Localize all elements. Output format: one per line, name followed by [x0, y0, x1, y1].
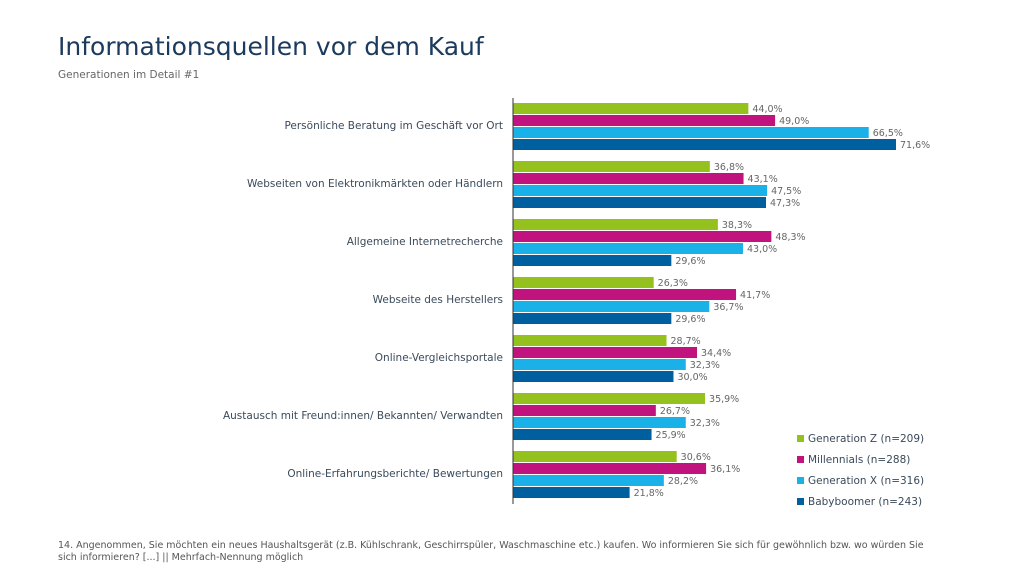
bar [513, 371, 674, 382]
legend-swatch [797, 456, 804, 463]
value-label: 26,3% [658, 278, 688, 289]
value-label: 30,0% [677, 372, 707, 383]
category-label: Austausch mit Freund:innen/ Bekannten/ V… [223, 410, 503, 422]
value-label: 38,3% [722, 220, 752, 231]
legend-label: Generation X (n=316) [808, 475, 924, 487]
value-label: 32,3% [690, 418, 720, 429]
category-label: Persönliche Beratung im Geschäft vor Ort [284, 120, 503, 132]
chart-subtitle: Generationen im Detail #1 [58, 69, 199, 81]
bar [513, 277, 654, 288]
value-label: 66,5% [873, 128, 903, 139]
value-label: 34,4% [701, 348, 731, 359]
bar [513, 335, 667, 346]
bar [513, 451, 677, 462]
bar [513, 475, 664, 486]
value-label: 48,3% [775, 232, 805, 243]
legend-swatch [797, 435, 804, 442]
legend-label: Millennials (n=288) [808, 454, 910, 466]
chart-title: Informationsquellen vor dem Kauf [58, 32, 485, 61]
bar [513, 219, 718, 230]
bar [513, 393, 706, 404]
value-label: 25,9% [656, 430, 686, 441]
value-label: 32,3% [690, 360, 720, 371]
bar [513, 347, 698, 358]
value-label: 47,5% [771, 186, 801, 197]
value-label: 36,1% [710, 464, 740, 475]
bar [513, 289, 737, 300]
value-label: 30,6% [681, 452, 711, 463]
category-label: Online-Vergleichsportale [375, 352, 503, 364]
value-label: 35,9% [709, 394, 739, 405]
value-label: 43,1% [748, 174, 778, 185]
bar [513, 161, 710, 172]
category-label: Online-Erfahrungsberichte/ Bewertungen [287, 468, 503, 480]
bar [513, 173, 744, 184]
legend-label: Generation Z (n=209) [808, 433, 924, 445]
legend-label: Babyboomer (n=243) [808, 496, 922, 508]
bar [513, 359, 686, 370]
bar [513, 417, 686, 428]
bar [513, 231, 772, 242]
value-label: 36,8% [714, 162, 744, 173]
value-label: 21,8% [634, 488, 664, 499]
bar [513, 429, 652, 440]
value-label: 36,7% [713, 302, 743, 313]
bar [513, 185, 768, 196]
bar [513, 139, 896, 150]
bar [513, 255, 672, 266]
category-label: Allgemeine Internetrecherche [347, 236, 503, 248]
bar [513, 127, 869, 138]
value-label: 28,7% [671, 336, 701, 347]
bar [513, 463, 707, 474]
bar [513, 313, 672, 324]
value-label: 29,6% [675, 256, 705, 267]
value-label: 47,3% [770, 198, 800, 209]
legend-swatch [797, 498, 804, 505]
bar [513, 115, 776, 126]
value-label: 71,6% [900, 140, 930, 151]
value-label: 43,0% [747, 244, 777, 255]
legend-swatch [797, 477, 804, 484]
bar [513, 103, 749, 114]
bar [513, 301, 710, 312]
category-label: Webseite des Herstellers [373, 294, 503, 306]
value-label: 29,6% [675, 314, 705, 325]
bar [513, 197, 767, 208]
value-label: 44,0% [752, 104, 782, 115]
value-label: 41,7% [740, 290, 770, 301]
bar [513, 487, 630, 498]
category-label: Webseiten von Elektronikmärkten oder Hän… [247, 178, 503, 190]
value-label: 49,0% [779, 116, 809, 127]
bar [513, 243, 744, 254]
value-label: 26,7% [660, 406, 690, 417]
footnote: 14. Angenommen, Sie möchten ein neues Ha… [58, 540, 924, 563]
bar [513, 405, 656, 416]
value-label: 28,2% [668, 476, 698, 487]
